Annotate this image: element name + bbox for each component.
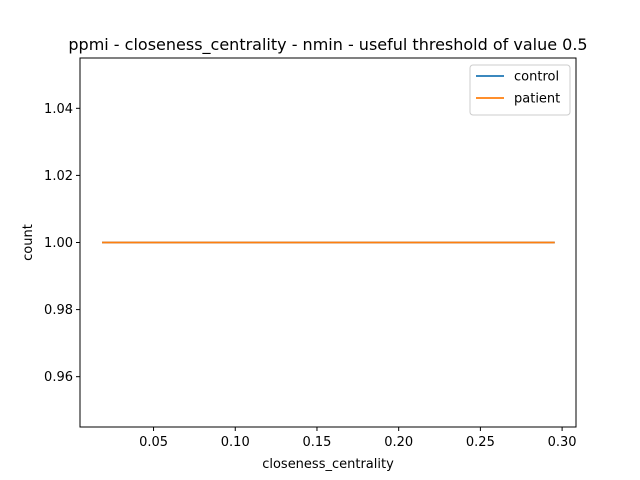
- y-axis: 0.96 0.98 1.00 1.02 1.04: [44, 102, 80, 385]
- x-tick-label: 0.30: [548, 435, 577, 450]
- x-axis-label: closeness_centrality: [262, 457, 394, 472]
- y-axis-label: count: [21, 224, 36, 261]
- legend-label-patient: patient: [514, 92, 560, 107]
- legend-box: [469, 64, 571, 116]
- x-tick-label: 0.10: [221, 435, 250, 450]
- legend-label-control: control: [514, 70, 559, 85]
- legend: control patient: [469, 64, 571, 116]
- y-tick-label: 0.96: [44, 370, 73, 385]
- x-axis: 0.05 0.10 0.15 0.20 0.25 0.30: [139, 427, 577, 450]
- y-tick-label: 0.98: [44, 303, 73, 318]
- x-tick-label: 0.15: [302, 435, 331, 450]
- y-tick-label: 1.02: [44, 169, 73, 184]
- x-tick-label: 0.20: [384, 435, 413, 450]
- chart-title: ppmi - closeness_centrality - nmin - use…: [68, 35, 587, 55]
- x-tick-label: 0.05: [139, 435, 168, 450]
- y-tick-label: 1.04: [44, 102, 73, 117]
- y-tick-label: 1.00: [44, 236, 73, 251]
- x-tick-label: 0.25: [466, 435, 495, 450]
